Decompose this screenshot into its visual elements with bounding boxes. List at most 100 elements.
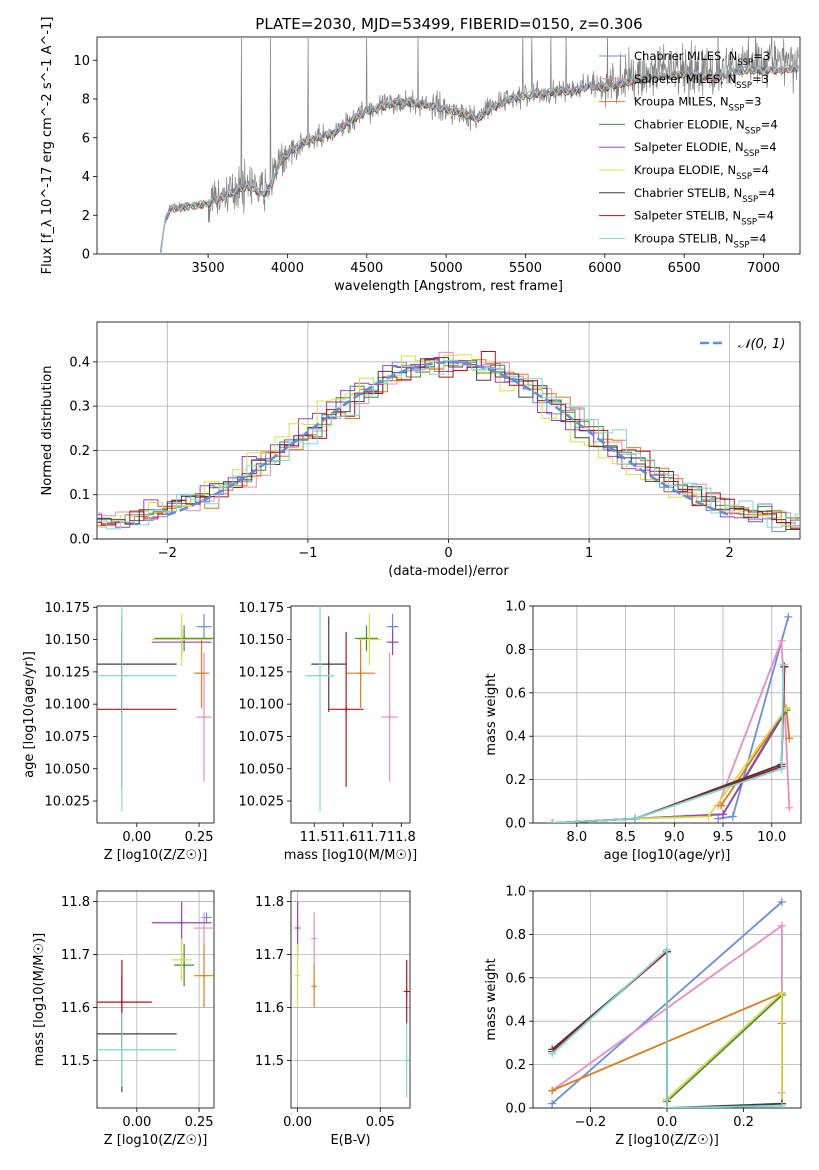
point-marker xyxy=(311,935,318,942)
point-marker xyxy=(178,956,185,963)
x-tick-label: 8.0 xyxy=(567,830,588,845)
weight-line-chabrier_elodie xyxy=(666,993,783,1104)
y-tick-label: 0.4 xyxy=(69,355,90,370)
point-marker xyxy=(201,972,208,979)
weight-line-kroupa_stelib xyxy=(551,947,782,1108)
y-tick-label: 0.2 xyxy=(69,444,90,459)
point-marker xyxy=(201,623,208,630)
y-tick-label: 11.8 xyxy=(255,895,284,910)
weight-marker xyxy=(728,812,737,821)
legend-entry: Chabrier STELIB, NSSP=4 xyxy=(634,186,775,205)
panel-residuals: −2 −1 0 1 2 0.0 0.1 0.2 0.3 0.4 (data-model)/error… xyxy=(40,321,801,579)
x-axis-label: Z [log10(Z/Z☉)] xyxy=(104,1133,208,1148)
plot-area xyxy=(305,606,399,812)
weight-marker xyxy=(784,612,793,621)
y-axis-label: Flux [f_λ 10^-17 erg cm^-2 s^-1 A^-1] xyxy=(40,17,55,275)
y-tick-label: 11.5 xyxy=(255,1054,284,1069)
plot-area xyxy=(294,901,410,1098)
weight-marker xyxy=(777,764,786,773)
point-marker xyxy=(343,706,350,713)
y-axis-label: mass weight xyxy=(484,673,499,755)
weight-marker xyxy=(704,812,713,821)
x-tick-label: 10.0 xyxy=(757,830,786,845)
point-marker xyxy=(403,1057,410,1064)
x-tick-label: 0.00 xyxy=(122,830,151,845)
point-marker xyxy=(118,1046,125,1053)
x-tick-label: 5500 xyxy=(509,261,542,276)
y-tick-label: 1.0 xyxy=(505,600,526,615)
weight-marker xyxy=(785,734,794,743)
y-tick-label: 0.2 xyxy=(505,773,526,788)
weight-marker xyxy=(777,636,786,645)
point-marker xyxy=(178,636,185,643)
x-tick-label: 0.05 xyxy=(366,1115,395,1130)
x-tick-label: 0.25 xyxy=(185,830,214,845)
x-axis-label: E(B-V) xyxy=(330,1133,370,1148)
point-marker xyxy=(118,999,125,1006)
panel-spectrum: 3500 4000 4500 5000 5500 6000 6500 7000 0 2 4 6 8 10 w… xyxy=(40,17,801,294)
legend-entry: Chabrier MILES, NSSP=3 xyxy=(634,49,770,68)
x-axis-label: age [log10(age/yr)] xyxy=(604,848,731,863)
x-tick-label: 6500 xyxy=(668,261,701,276)
weight-line-salpeter_stelib xyxy=(551,949,668,1108)
point-marker xyxy=(386,714,393,721)
x-tick-label: 0.25 xyxy=(185,1115,214,1130)
point-marker xyxy=(178,919,185,926)
panel-mass_vs_ebv: 0.00 0.05 11.5 11.6 11.7 11.8 E(B-V) xyxy=(255,890,411,1148)
y-tick-label: 0.8 xyxy=(505,643,526,658)
weight-marker xyxy=(548,1099,557,1108)
panel-age_vs_mass: 11.5 11.6 11.7 11.8 10.025 10.050 10.075 10.100… xyxy=(239,601,418,863)
y-tick-label: 0.4 xyxy=(505,730,526,745)
axes-frame xyxy=(96,890,215,1109)
x-tick-label: 4000 xyxy=(271,261,304,276)
x-tick-label: 3500 xyxy=(192,261,225,276)
point-marker xyxy=(389,639,396,646)
y-tick-label: 10.075 xyxy=(239,730,285,745)
y-tick-label: 0.4 xyxy=(505,1015,526,1030)
y-tick-label: 0.0 xyxy=(505,1102,526,1117)
point-marker xyxy=(325,661,332,668)
point-marker xyxy=(403,988,410,995)
x-tick-label: 11.8 xyxy=(387,830,416,845)
y-tick-label: 0.6 xyxy=(505,686,526,701)
point-marker xyxy=(311,983,318,990)
y-tick-label: 2 xyxy=(82,209,90,224)
panel-age_vs_Z: 0.00 0.25 10.025 10.050 10.075 10.100 10.125 10… xyxy=(22,601,215,863)
y-tick-label: 11.7 xyxy=(255,948,284,963)
weight-line-salpeter_stelib xyxy=(552,666,786,823)
y-tick-label: 0.0 xyxy=(69,533,90,548)
histogram-kroupa_stelib xyxy=(97,360,800,530)
histogram-salpeter_stelib xyxy=(97,351,800,530)
y-tick-label: 8 xyxy=(82,93,90,108)
x-axis-label: Z [log10(Z/Z☉)] xyxy=(615,1133,719,1148)
model-salpeter_miles xyxy=(160,64,799,251)
axes-frame xyxy=(96,36,801,255)
axes-frame xyxy=(96,321,801,540)
y-axis-label: age [log10(age/yr)] xyxy=(22,651,37,778)
x-tick-label: 4500 xyxy=(350,261,383,276)
weight-marker xyxy=(719,810,728,819)
point-marker xyxy=(363,635,370,642)
y-tick-label: 11.7 xyxy=(61,948,90,963)
y-tick-label: 11.6 xyxy=(255,1001,284,1016)
spectrum-legend: Chabrier MILES, NSSP=3 Salpeter MILES, NS… xyxy=(599,49,778,250)
x-tick-label: 1 xyxy=(585,546,593,561)
plot-area xyxy=(97,901,214,1093)
x-tick-label: 0 xyxy=(444,546,452,561)
y-tick-label: 10.075 xyxy=(45,730,91,745)
x-tick-label: 5000 xyxy=(430,261,463,276)
weight-marker xyxy=(777,1101,786,1108)
point-marker xyxy=(198,670,205,677)
x-tick-label: 9.0 xyxy=(664,830,685,845)
plot-area xyxy=(97,351,800,539)
point-marker xyxy=(294,972,301,979)
histogram-chabrier_stelib xyxy=(97,357,800,539)
y-tick-label: 1.0 xyxy=(505,885,526,900)
x-axis-label: (data-model)/error xyxy=(388,564,509,579)
x-tick-label: 11.7 xyxy=(358,830,387,845)
weight-marker xyxy=(548,1086,557,1095)
weight-marker xyxy=(714,814,723,823)
panel-weight_vs_age: 8.0 8.5 9.0 9.5 10.0 0.0 0.2 0.4 0.6 0.8 1.0 age [l… xyxy=(484,600,802,863)
y-tick-label: 10.150 xyxy=(45,633,91,648)
x-tick-label: 8.5 xyxy=(615,830,636,845)
